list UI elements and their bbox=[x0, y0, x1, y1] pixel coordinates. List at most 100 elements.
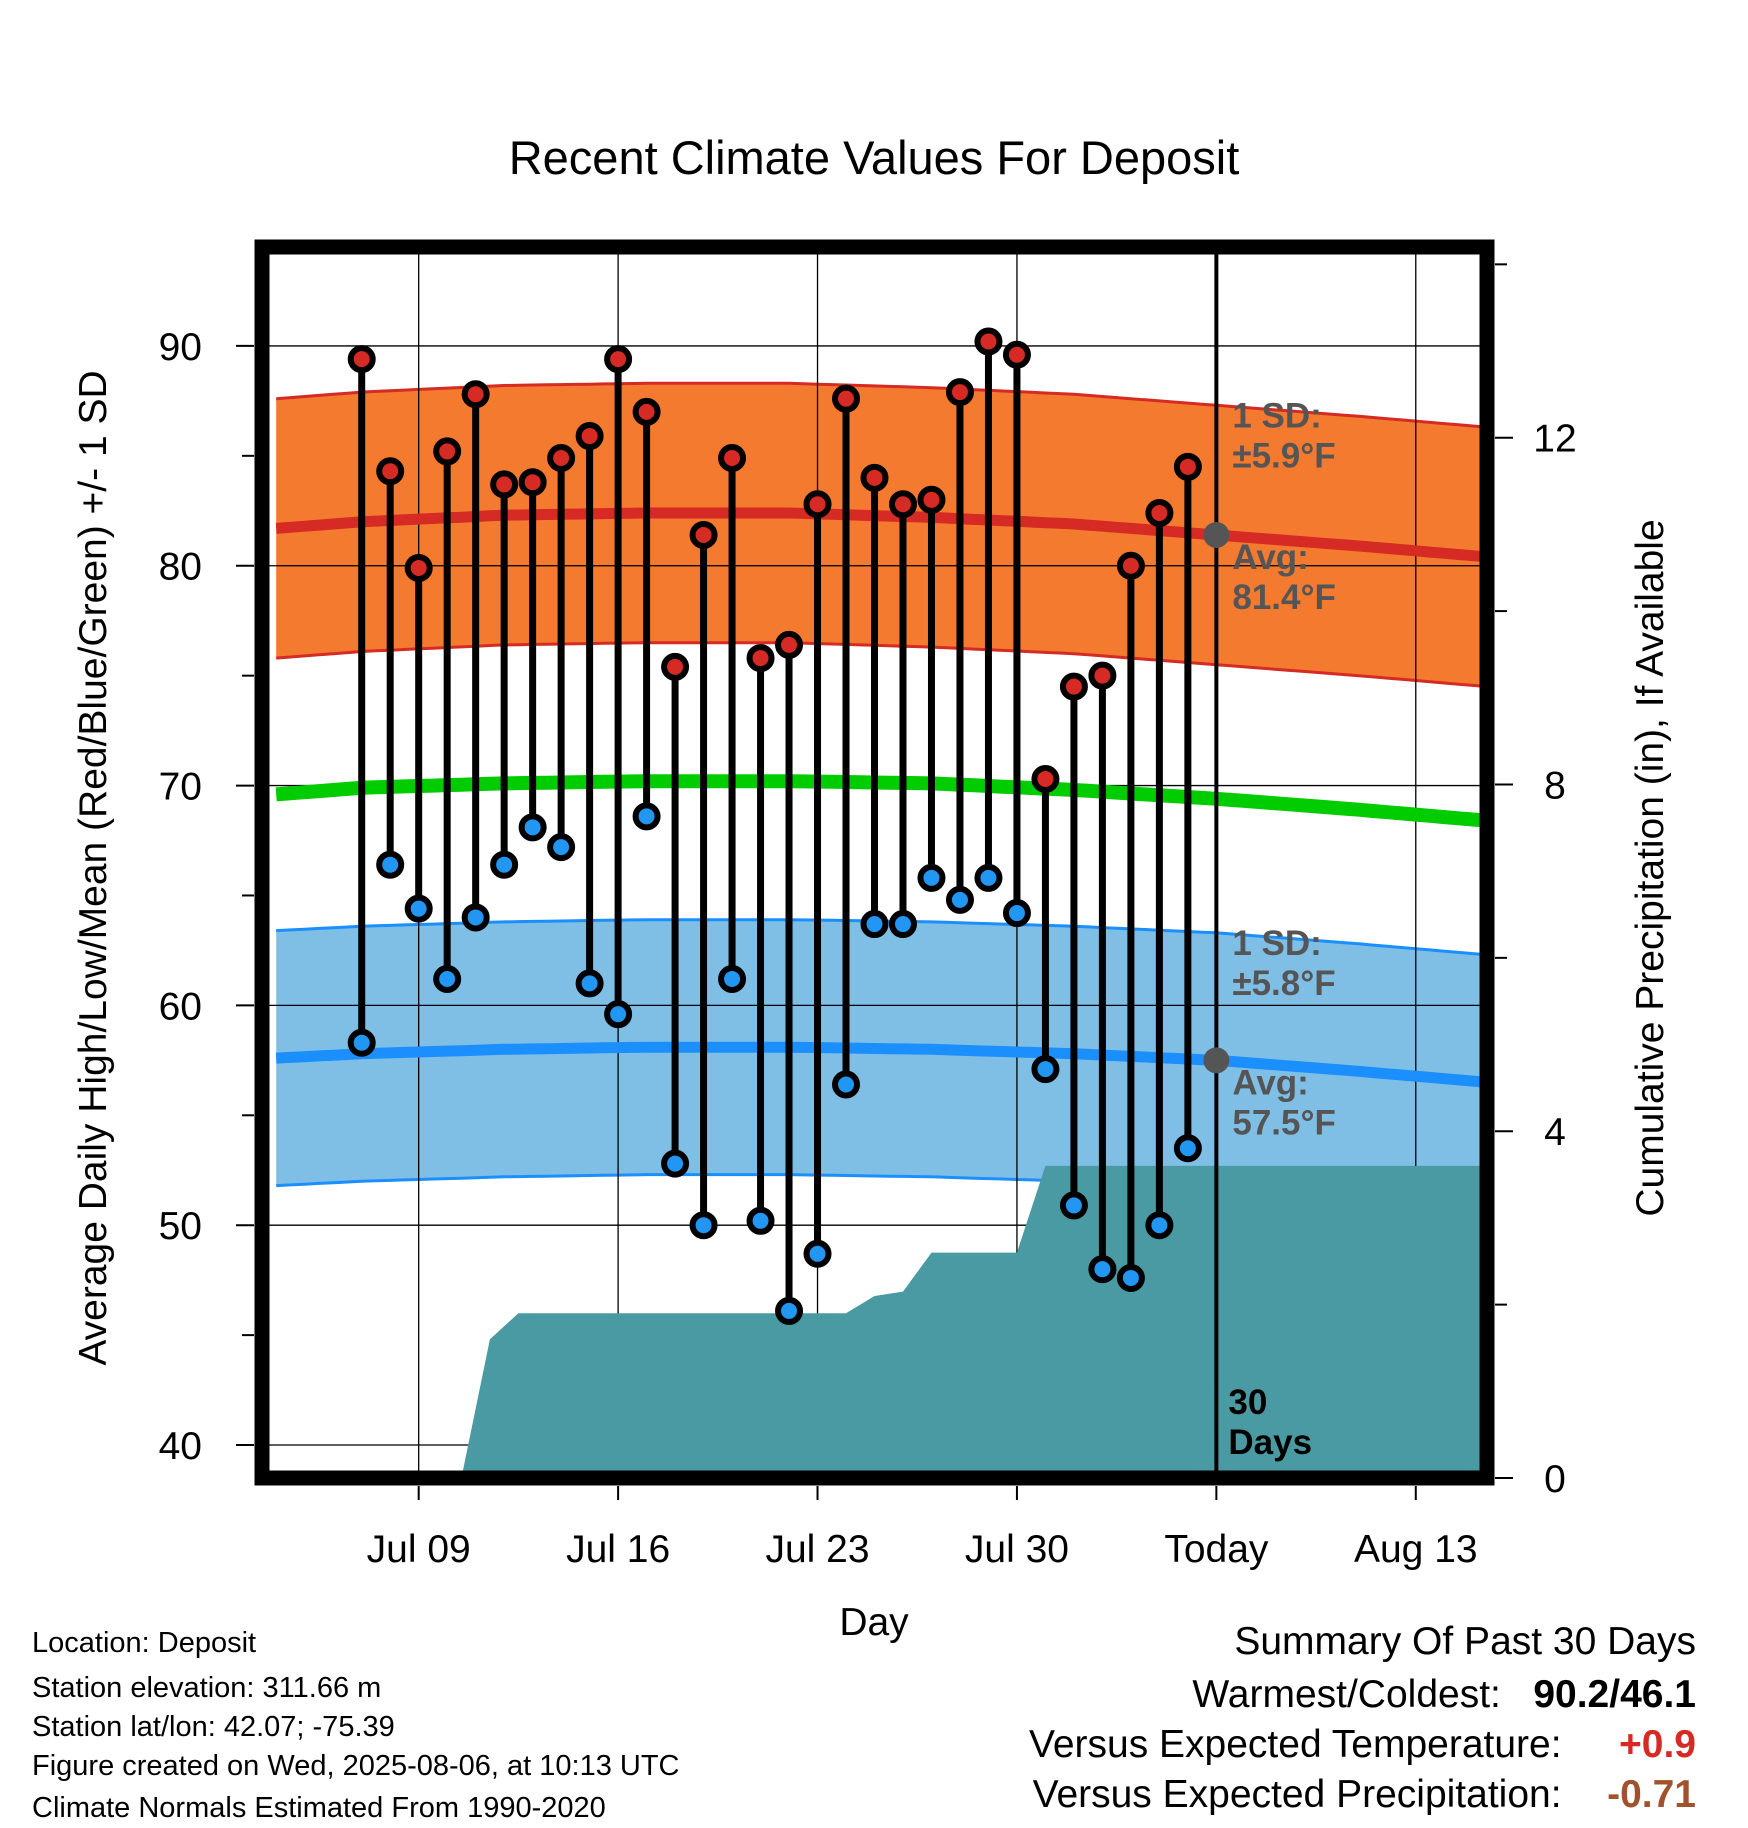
daily-high-point bbox=[632, 397, 661, 426]
y-tick-label-left: 60 bbox=[159, 985, 202, 1028]
y-axis-label-right: Cumulative Precipitation (in), If Availa… bbox=[1629, 519, 1672, 1216]
temp-label: Versus Expected Temperature: bbox=[1028, 1723, 1562, 1766]
daily-high-point bbox=[1031, 764, 1060, 793]
plot-frame bbox=[254, 239, 1495, 1486]
daily-high-point bbox=[860, 463, 889, 492]
daily-low-point bbox=[945, 885, 974, 914]
low-sd-value: ±5.8°F bbox=[1232, 964, 1335, 1003]
x-tick-label: Aug 13 bbox=[1354, 1528, 1478, 1571]
daily-low-point bbox=[1116, 1263, 1145, 1292]
daily-high-point bbox=[1088, 661, 1117, 690]
high-avg-label: Avg: bbox=[1232, 538, 1308, 577]
summary-temp: Versus Expected Temperature: +0.9 bbox=[1029, 1723, 1696, 1767]
daily-high-point bbox=[945, 378, 974, 407]
daily-high-point bbox=[518, 468, 547, 497]
daily-low-point bbox=[1002, 899, 1031, 928]
cumulative-precip-area bbox=[461, 1165, 1487, 1478]
footer-location: Location: Deposit bbox=[32, 1627, 257, 1659]
daily-low-point bbox=[860, 910, 889, 939]
y-tick-label-left: 40 bbox=[159, 1425, 202, 1468]
daily-low-point bbox=[718, 965, 747, 994]
daily-high-point bbox=[490, 470, 519, 499]
y-tick-label-left: 90 bbox=[159, 326, 202, 369]
daily-low-point bbox=[803, 1239, 832, 1268]
y-tick-label-left: 80 bbox=[159, 546, 202, 589]
daily-low-point bbox=[575, 969, 604, 998]
daily-high-point bbox=[376, 457, 405, 486]
footer-normals: Climate Normals Estimated From 1990-2020 bbox=[32, 1792, 606, 1824]
y-axis-label-left: Average Daily High/Low/Mean (Red/Blue/Gr… bbox=[72, 370, 115, 1365]
daily-low-point bbox=[490, 850, 519, 879]
y-tick-label-left: 70 bbox=[159, 766, 202, 809]
daily-high-point bbox=[461, 380, 490, 409]
warm-cold-label: Warmest/Coldest: bbox=[1192, 1673, 1501, 1716]
daily-high-point bbox=[689, 520, 718, 549]
today-low-avg-marker bbox=[1203, 1047, 1230, 1074]
footer-created: Figure created on Wed, 2025-08-06, at 10… bbox=[32, 1750, 680, 1782]
daily-low-point bbox=[888, 910, 917, 939]
daily-low-point bbox=[1031, 1055, 1060, 1084]
low-avg-line bbox=[275, 1041, 1488, 1088]
daily-low-point bbox=[404, 894, 433, 923]
y-tick-label-left: 50 bbox=[159, 1205, 202, 1248]
daily-low-point bbox=[1173, 1134, 1202, 1163]
daily-high-point bbox=[575, 422, 604, 451]
high-sd-value: ±5.9°F bbox=[1232, 436, 1335, 475]
y-tick-label-right: 4 bbox=[1544, 1111, 1566, 1154]
daily-low-point bbox=[661, 1149, 690, 1178]
summary-title-text: Summary Of Past 30 Days bbox=[1234, 1620, 1696, 1663]
x-tick-label: Jul 23 bbox=[765, 1528, 869, 1571]
daily-high-point bbox=[1116, 551, 1145, 580]
daily-low-point bbox=[974, 863, 1003, 892]
footer-latlon: Station lat/lon: 42.07; -75.39 bbox=[32, 1711, 395, 1743]
daily-low-point bbox=[461, 903, 490, 932]
high-sd-label: 1 SD: bbox=[1232, 396, 1321, 435]
daily-high-point bbox=[746, 644, 775, 673]
low-sd-label: 1 SD: bbox=[1232, 924, 1321, 963]
daily-low-point bbox=[1088, 1255, 1117, 1284]
precip-value: -0.71 bbox=[1607, 1773, 1696, 1816]
x-tick-label: Jul 16 bbox=[566, 1528, 670, 1571]
daily-low-point bbox=[1145, 1211, 1174, 1240]
high-avg-value: 81.4°F bbox=[1232, 578, 1336, 617]
daily-low-point bbox=[917, 863, 946, 892]
summary-title: Summary Of Past 30 Days bbox=[1234, 1620, 1696, 1664]
days-count-label: 30 bbox=[1228, 1383, 1267, 1422]
daily-high-point bbox=[347, 345, 376, 374]
x-tick-label: Jul 09 bbox=[367, 1528, 471, 1571]
daily-low-point bbox=[547, 833, 576, 862]
daily-high-point bbox=[547, 444, 576, 473]
observed-values bbox=[347, 327, 1202, 1325]
daily-high-point bbox=[888, 490, 917, 519]
x-tick-label: Today bbox=[1164, 1528, 1269, 1571]
temp-value: +0.9 bbox=[1619, 1723, 1696, 1766]
summary-warm-cold: Warmest/Coldest: 90.2/46.1 bbox=[1192, 1673, 1696, 1717]
daily-high-point bbox=[803, 490, 832, 519]
precip-label: Versus Expected Precipitation: bbox=[1032, 1773, 1562, 1816]
daily-low-point bbox=[632, 802, 661, 831]
days-count-unit: Days bbox=[1228, 1423, 1312, 1462]
daily-low-point bbox=[518, 813, 547, 842]
chart-title: Recent Climate Values For Deposit bbox=[509, 131, 1240, 184]
daily-high-point bbox=[1059, 672, 1088, 701]
daily-low-point bbox=[376, 850, 405, 879]
daily-low-point bbox=[775, 1296, 804, 1325]
daily-high-point bbox=[1173, 452, 1202, 481]
daily-high-point bbox=[1145, 498, 1174, 527]
precip-area bbox=[461, 1165, 1487, 1478]
y-tick-label-right: 0 bbox=[1544, 1458, 1566, 1501]
axes: Jul 09 Jul 16 Jul 23 Jul 30 Today Aug 1340506… bbox=[159, 239, 1577, 1571]
daily-low-point bbox=[689, 1211, 718, 1240]
daily-high-point bbox=[661, 652, 690, 681]
daily-low-point bbox=[604, 1000, 633, 1029]
daily-high-point bbox=[404, 553, 433, 582]
x-tick-label: Jul 30 bbox=[965, 1528, 1069, 1571]
low-avg-label: Avg: bbox=[1232, 1063, 1308, 1102]
mean-avg-line bbox=[275, 774, 1488, 828]
daily-high-point bbox=[917, 485, 946, 514]
daily-high-point bbox=[832, 384, 861, 413]
daily-low-point bbox=[746, 1206, 775, 1235]
daily-low-point bbox=[1059, 1191, 1088, 1220]
